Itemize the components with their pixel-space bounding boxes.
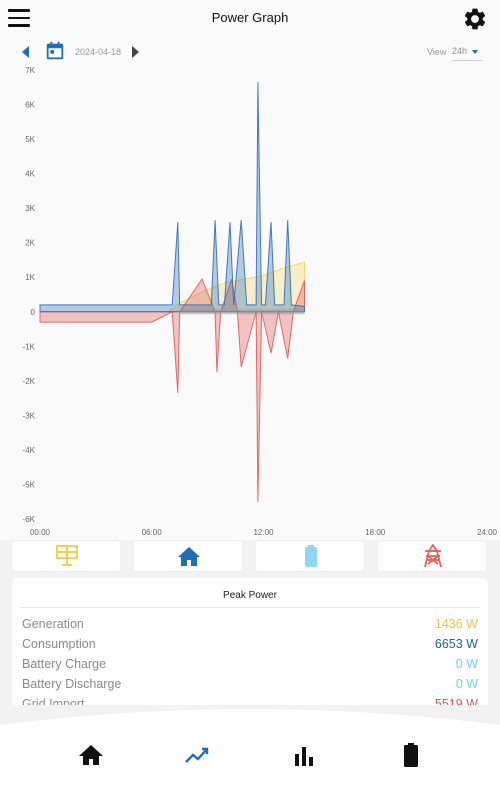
divider [20,607,480,608]
power-chart: 7K 6K 5K 4K 3K 2K 1K 0 -1K -2K -3K -4K -5K -6K 00:00 06… [0,66,500,540]
y-tick-label: 6K [25,101,35,110]
y-tick-label: 5K [25,135,35,144]
chevron-down-icon [472,50,478,54]
tab-generation[interactable] [12,541,120,571]
home-icon[interactable] [76,742,106,768]
trend-line-icon[interactable] [182,742,212,768]
y-tick-label: 0 [31,308,36,317]
selected-date[interactable]: 2024-04-18 [75,47,122,57]
y-tick-label: 1K [25,273,35,282]
peak-row-label: Battery Discharge [22,677,122,691]
calendar-icon[interactable] [44,40,66,62]
peak-row-value: 1436 W [434,617,478,631]
x-tick-label: 18:00 [365,528,386,537]
y-tick-label: -1K [23,342,36,351]
bar-chart-icon[interactable] [289,742,319,768]
x-tick-label: 00:00 [30,528,51,537]
consumption-area [39,82,305,313]
battery-icon [305,545,317,567]
peak-row-label: Battery Charge [22,657,107,671]
page-title: Power Graph [211,10,289,25]
top-bar: Power Graph [0,0,500,38]
peak-row-label: Generation [22,617,84,631]
gear-icon[interactable] [462,6,488,32]
peak-row-value: 6653 W [434,637,478,651]
peak-row-consumption: Consumption 6653 W [22,637,478,655]
date-bar: 2024-04-18 View 24h [0,38,500,66]
tab-consumption[interactable] [134,541,242,571]
y-tick-label: 4K [25,170,35,179]
y-tick-label: -6K [23,515,36,524]
battery-icon[interactable] [396,742,426,768]
x-tick-label: 06:00 [142,528,163,537]
next-day-icon[interactable] [132,46,139,58]
y-tick-label: -3K [23,411,36,420]
y-tick-label: 3K [25,204,35,213]
peak-row-label: Grid Import [22,697,85,708]
menu-icon[interactable] [8,9,30,29]
transmission-tower-icon [424,544,442,568]
y-tick-label: 7K [25,66,35,75]
peak-row-label: Consumption [22,637,96,651]
x-tick-label: 12:00 [253,528,274,537]
view-label: View [427,47,447,57]
tab-grid[interactable] [378,541,486,571]
peak-row-value: 0 W [455,657,478,671]
peak-row-grid-import: Grid Import 5519 W [22,697,478,708]
y-tick-label: -4K [23,446,36,455]
view-select-value: 24h [452,46,468,56]
bottom-navigation [0,705,500,800]
peak-row-value: 5519 W [434,697,478,708]
tab-battery[interactable] [256,541,364,571]
y-tick-label: -5K [23,480,36,489]
y-tick-label: 2K [25,239,35,248]
home-icon [178,547,200,566]
y-tick-label: -2K [23,377,36,386]
peak-row-battery-charge: Battery Charge 0 W [22,657,478,675]
peak-power-card: Peak Power Generation 1436 W Consumption… [12,578,488,708]
previous-day-icon[interactable] [22,46,29,58]
peak-row-generation: Generation 1436 W [22,617,478,635]
nav-curve [0,705,500,725]
power-chart-svg: 7K 6K 5K 4K 3K 2K 1K 0 -1K -2K -3K -4K -5K -6K 00:00 06… [23,66,498,537]
peak-power-title: Peak Power [223,590,277,601]
solar-panel-icon [56,545,78,566]
peak-row-value: 0 W [455,677,478,691]
x-tick-label: 24:00 [477,528,498,537]
view-select[interactable]: 24h [452,46,482,61]
peak-row-battery-discharge: Battery Discharge 0 W [22,677,478,695]
